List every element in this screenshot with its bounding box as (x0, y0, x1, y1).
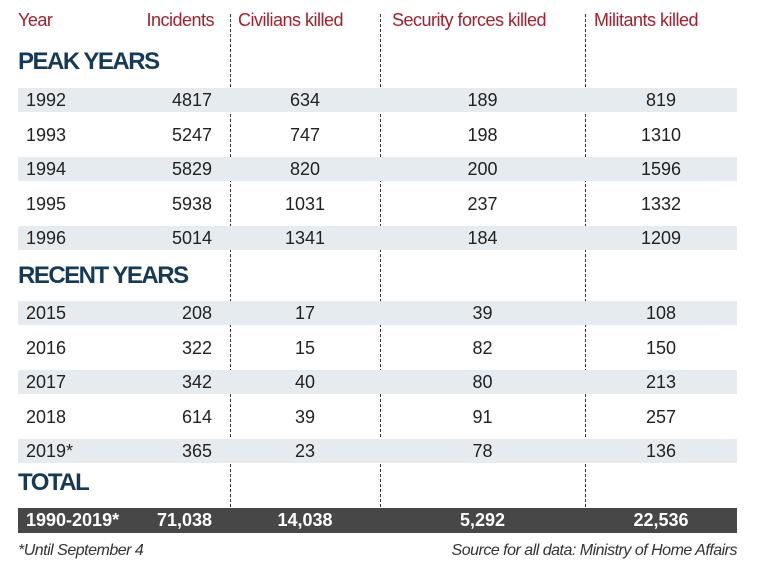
table-cell: 4817 (171, 90, 212, 110)
table-cell: 1990-2019* (26, 510, 120, 530)
section-title: PEAK YEARS (18, 48, 160, 75)
table-cell: 1310 (640, 124, 682, 145)
table-row: 1996 5014 1341 184 1209 (18, 226, 737, 250)
table-cell: 71,038 (156, 510, 212, 530)
header-incidents: Incidents (146, 10, 214, 30)
table-cell: 237 (467, 193, 498, 214)
table-cell: 39 (472, 303, 493, 323)
table-cell: 17 (294, 303, 316, 323)
total-row: 1990-2019* 71,038 14,038 5,292 22,536 (18, 508, 737, 533)
table-row: 1995 5938 1031 237 1332 (18, 192, 737, 216)
table-cell: 634 (289, 90, 321, 110)
header-civilians: Civilians killed (238, 10, 344, 30)
table-cell: 108 (645, 303, 677, 323)
table-cell: 1332 (640, 193, 682, 214)
table-cell: 82 (472, 337, 493, 358)
table-row: 1992 4817 634 189 819 (18, 88, 737, 112)
source-note: Source for all data: Ministry of Home Af… (451, 542, 738, 559)
table-cell: 1994 (26, 159, 67, 179)
header-security-forces: Security forces killed (392, 10, 547, 30)
table-cell: 40 (294, 372, 316, 392)
table-cell: 5014 (171, 228, 212, 248)
table-cell: 5247 (171, 124, 212, 145)
table-row: 2017 342 40 80 213 (18, 370, 737, 394)
table-row: 2019* 365 23 78 136 (18, 439, 737, 463)
table-row: 2016 322 15 82 150 (18, 336, 737, 360)
table-row: 1994 5829 820 200 1596 (18, 157, 737, 181)
footnote: *Until September 4 (18, 542, 144, 559)
table-cell: 2018 (26, 406, 67, 427)
table-cell: 820 (289, 159, 321, 179)
table-cell: 213 (645, 372, 677, 392)
column-divider (230, 14, 231, 532)
column-divider (380, 14, 381, 532)
table-cell: 257 (645, 406, 677, 427)
table-cell: 200 (467, 159, 498, 179)
header-year: Year (18, 10, 53, 30)
table-cell: 39 (294, 406, 316, 427)
table-cell: 22,536 (633, 510, 689, 530)
table-cell: 184 (467, 228, 498, 248)
header-militants: Militants killed (594, 10, 699, 30)
table-cell: 189 (467, 90, 498, 110)
table-cell: 14,038 (277, 510, 333, 530)
table-cell: 1031 (284, 193, 326, 214)
table-cell: 1992 (26, 90, 67, 110)
table-cell: 23 (294, 441, 316, 461)
table-cell: 150 (645, 337, 677, 358)
table-cell: 1993 (26, 124, 67, 145)
table-cell: 322 (181, 337, 212, 358)
table-cell: 1209 (640, 228, 682, 248)
table-cell: 2017 (26, 372, 67, 392)
table-cell: 80 (472, 372, 493, 392)
table-cell: 5,292 (459, 510, 506, 530)
table-cell: 1341 (284, 228, 326, 248)
column-divider (585, 14, 586, 532)
section-title: RECENT YEARS (18, 262, 189, 289)
table-row: 1993 5247 747 198 1310 (18, 123, 737, 147)
table-cell: 78 (472, 441, 493, 461)
table-cell: 2016 (26, 337, 67, 358)
table-cell: 2015 (26, 303, 67, 323)
table-cell: 208 (181, 303, 212, 323)
table-cell: 747 (289, 124, 321, 145)
table-row: 2015 208 17 39 108 (18, 301, 737, 325)
table-cell: 614 (181, 406, 212, 427)
table-cell: 819 (645, 90, 677, 110)
table-cell: 198 (467, 124, 498, 145)
table-cell: 136 (645, 441, 677, 461)
table-cell: 1996 (26, 228, 67, 248)
table-cell: 1995 (26, 193, 67, 214)
table-cell: 365 (181, 441, 212, 461)
table-cell: 5829 (171, 159, 212, 179)
table-row: 2018 614 39 91 257 (18, 405, 737, 429)
table-cell: 5938 (171, 193, 212, 214)
table-cell: 1596 (640, 159, 682, 179)
table-cell: 342 (181, 372, 212, 392)
section-title: TOTAL (18, 469, 90, 496)
table-cell: 15 (294, 337, 316, 358)
table-cell: 91 (472, 406, 493, 427)
table-cell: 2019* (26, 441, 74, 461)
